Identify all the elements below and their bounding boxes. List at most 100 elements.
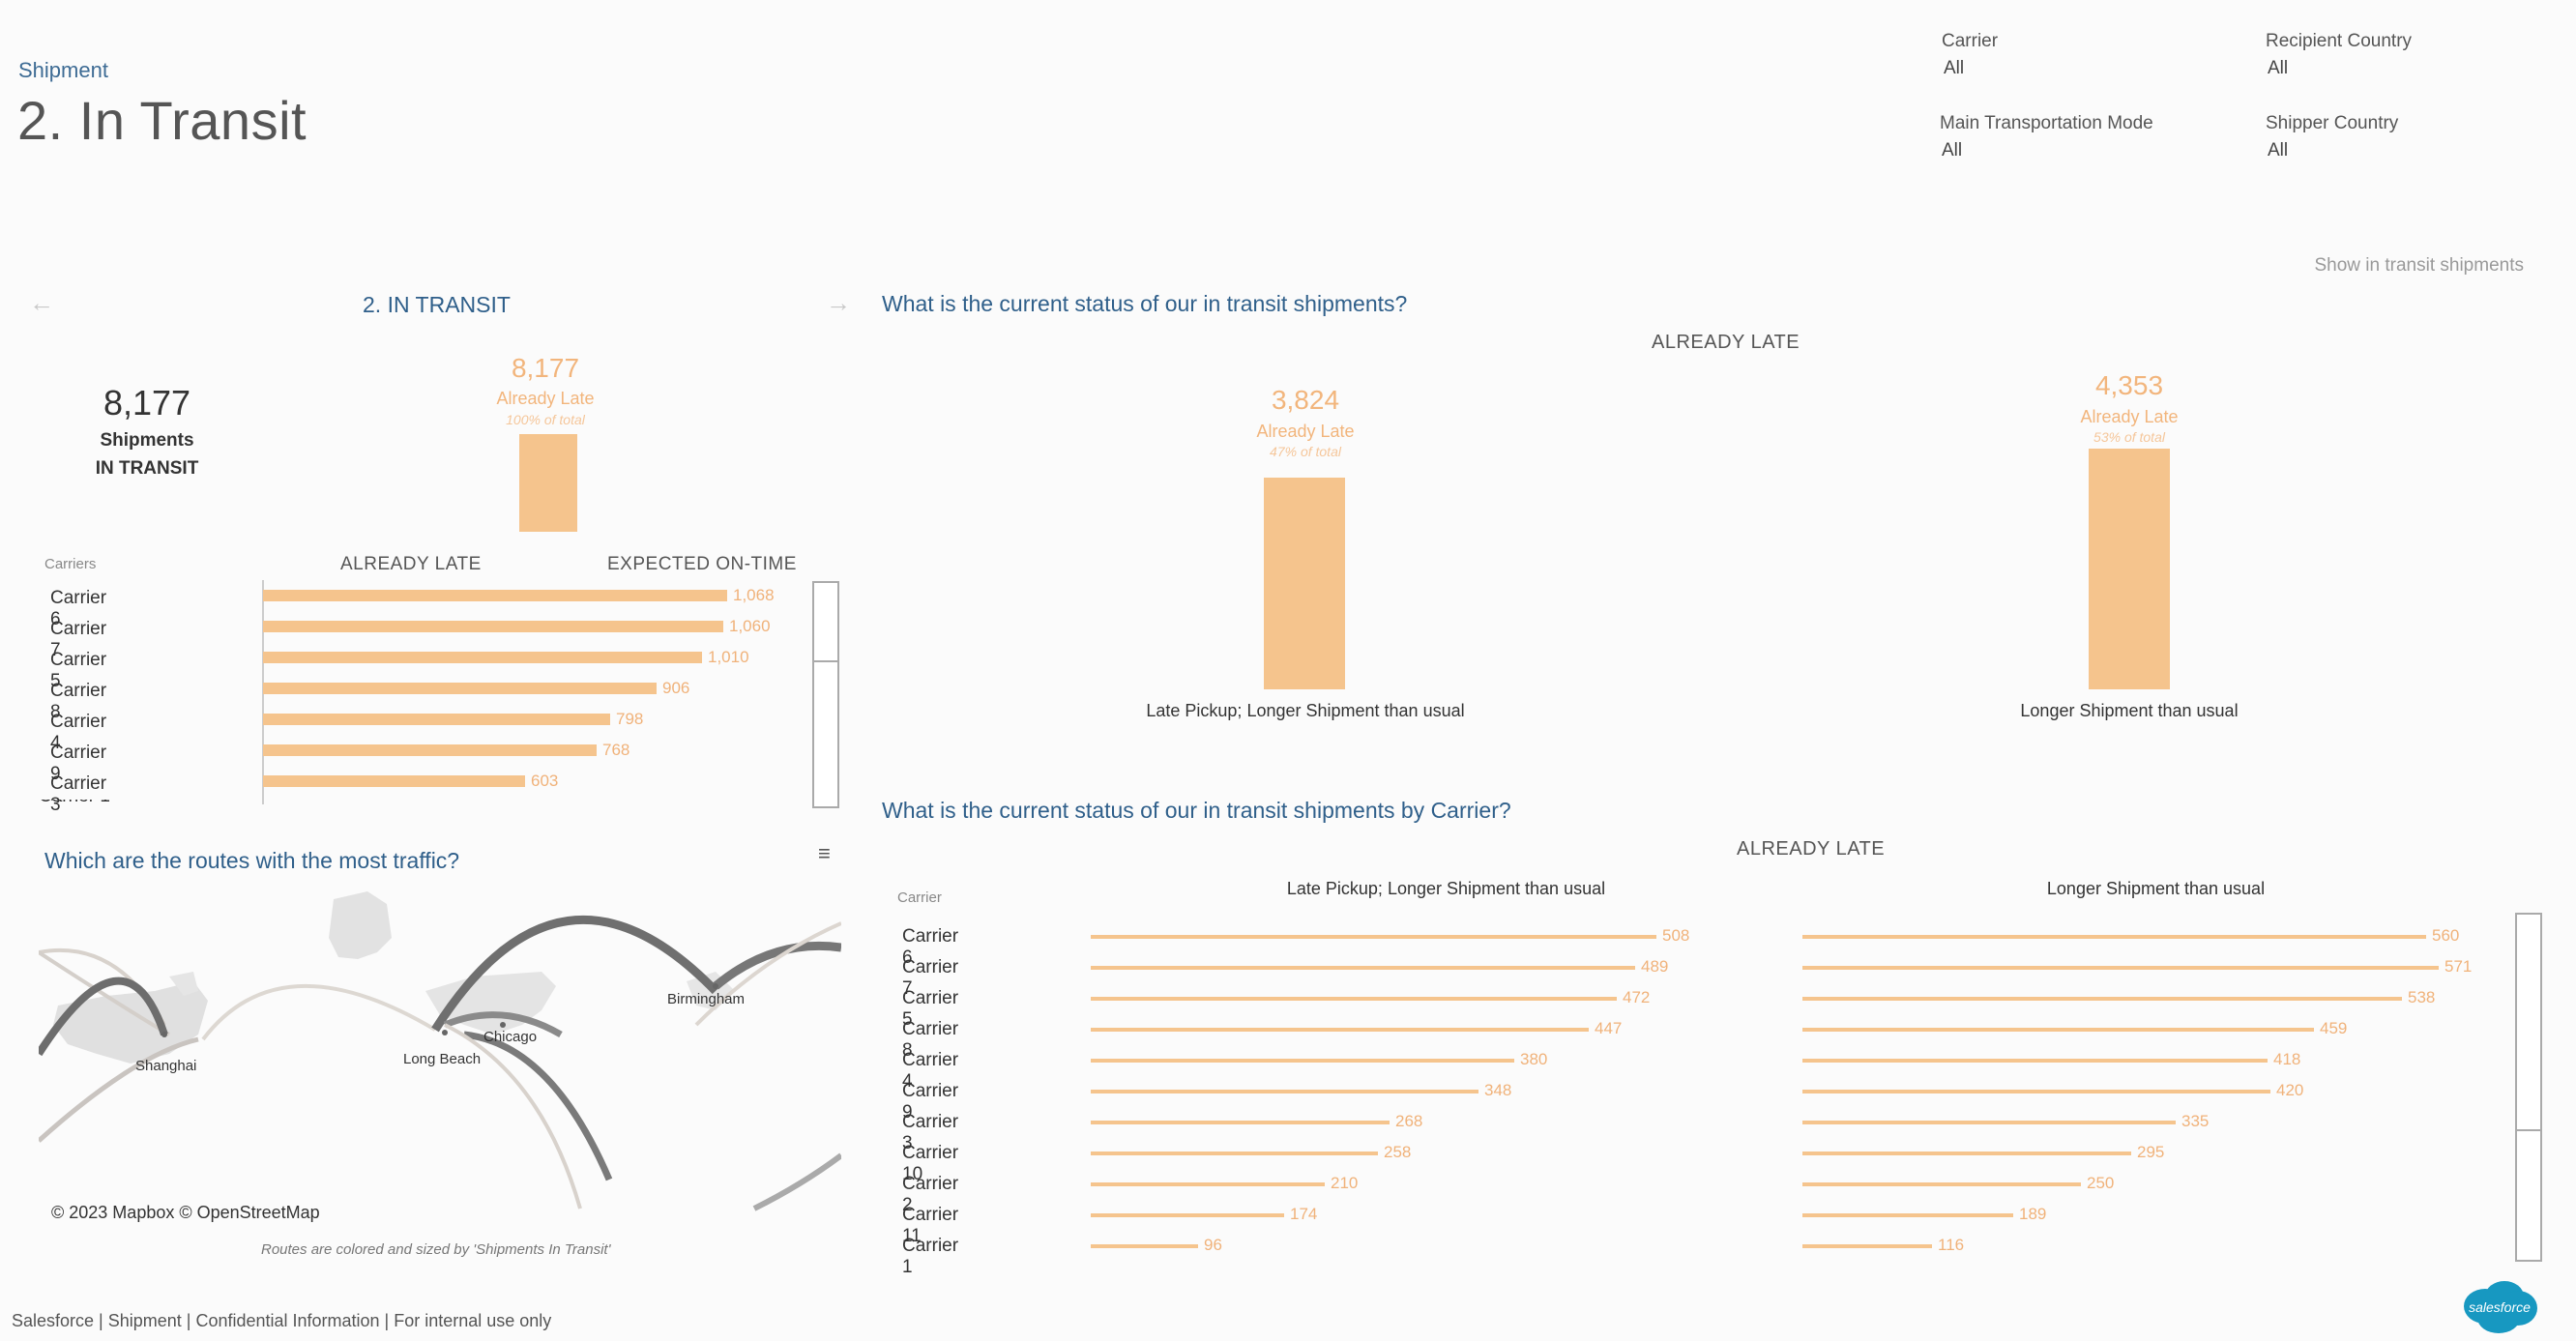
filter-value[interactable]: All bbox=[2268, 140, 2289, 160]
status-carrier-bar[interactable] bbox=[1802, 1182, 2081, 1186]
status-carrier-bar[interactable] bbox=[1802, 1121, 2176, 1124]
carriers-header: Carriers bbox=[44, 556, 97, 572]
status-carrier-bar[interactable] bbox=[1091, 1090, 1478, 1093]
route-line bbox=[713, 941, 841, 990]
map-attribution[interactable]: © 2023 Mapbox © OpenStreetMap bbox=[51, 1203, 320, 1222]
status-carrier-value: 489 bbox=[1641, 957, 1669, 976]
carrier-label: Carrier 4 bbox=[50, 712, 107, 753]
arrow-right-icon[interactable]: → bbox=[826, 288, 851, 317]
status-carrier-value: 96 bbox=[1204, 1236, 1222, 1254]
carrier-label: Carrier 3 bbox=[902, 1112, 959, 1153]
menu-icon[interactable]: ≡ bbox=[818, 841, 831, 865]
kpi-label-line2: IN TRANSIT bbox=[95, 458, 199, 479]
late-label: Already Late bbox=[496, 389, 595, 408]
status-carrier-bar[interactable] bbox=[1091, 1028, 1589, 1032]
by-carrier-header: ALREADY LATE bbox=[1737, 838, 1886, 860]
kpi-label-line1: Shipments bbox=[100, 430, 194, 451]
in-transit-title: 2. IN TRANSIT bbox=[363, 292, 511, 317]
status-carrier-bar[interactable] bbox=[1091, 1059, 1514, 1063]
late-bar[interactable] bbox=[519, 434, 577, 532]
status-carrier-bar[interactable] bbox=[1802, 1028, 2314, 1032]
scroll-thumb[interactable] bbox=[814, 583, 837, 662]
carrier-bar[interactable] bbox=[263, 775, 525, 787]
city-label-shanghai: Shanghai bbox=[135, 1058, 196, 1074]
status-carrier-value: 447 bbox=[1595, 1019, 1623, 1037]
filter-recipient-country[interactable]: Recipient Country All bbox=[2266, 31, 2412, 79]
status-carrier-bar[interactable] bbox=[1802, 935, 2426, 939]
status-carrier-value: 189 bbox=[2019, 1205, 2047, 1223]
footer-text: Salesforce | Shipment | Confidential Inf… bbox=[12, 1311, 552, 1330]
status-carrier-bar[interactable] bbox=[1802, 1090, 2270, 1093]
carrier-bar-value: 1,010 bbox=[708, 648, 749, 666]
filter-shipper-country[interactable]: Shipper Country All bbox=[2266, 113, 2398, 161]
status-title: What is the current status of our in tra… bbox=[882, 291, 1408, 316]
route-line bbox=[431, 916, 719, 1033]
breadcrumb[interactable]: Shipment bbox=[18, 58, 108, 82]
status-carrier-bar[interactable] bbox=[1091, 1182, 1325, 1186]
carrier-bar-value: 1,068 bbox=[733, 586, 775, 604]
status-carrier-value: 420 bbox=[2276, 1081, 2304, 1099]
by-carrier-scrollbar[interactable] bbox=[2515, 913, 2542, 1262]
show-transit-link[interactable]: Show in transit shipments bbox=[2314, 255, 2525, 276]
status-carrier-bar[interactable] bbox=[1091, 997, 1617, 1001]
carrier-label: Carrier 8 bbox=[50, 681, 107, 722]
status-carrier-bar[interactable] bbox=[1802, 1213, 2013, 1217]
route-line bbox=[694, 921, 841, 1027]
filter-label: Shipper Country bbox=[2266, 113, 2399, 133]
city-dot bbox=[161, 1032, 167, 1037]
carrier-bar[interactable] bbox=[263, 714, 610, 725]
status-carrier-bar[interactable] bbox=[1091, 1152, 1378, 1155]
filter-value[interactable]: All bbox=[2268, 58, 2289, 78]
city-dot bbox=[442, 1030, 448, 1035]
carrier-bar[interactable] bbox=[263, 652, 702, 663]
carrier-bar[interactable] bbox=[263, 590, 727, 601]
carrier-bar[interactable] bbox=[263, 744, 597, 756]
status-bar[interactable] bbox=[1264, 478, 1345, 689]
carrier-bar[interactable] bbox=[263, 621, 723, 632]
carrier-bar[interactable] bbox=[263, 683, 657, 694]
map-caption: Routes are colored and sized by 'Shipmen… bbox=[261, 1241, 611, 1258]
filter-carrier[interactable]: Carrier All bbox=[1942, 31, 1998, 79]
filter-label: Main Transportation Mode bbox=[1940, 113, 2153, 133]
status-carrier-bar[interactable] bbox=[1802, 1059, 2268, 1063]
filter-transport-mode[interactable]: Main Transportation Mode All bbox=[1940, 113, 2153, 161]
filter-value[interactable]: All bbox=[1942, 140, 1963, 160]
status-carrier-bar[interactable] bbox=[1091, 966, 1635, 970]
status-bar[interactable] bbox=[2089, 449, 2170, 689]
carrier-scrollbar[interactable] bbox=[812, 581, 839, 808]
filter-value[interactable]: All bbox=[1944, 58, 1965, 78]
carrier-label: Carrier 2 bbox=[902, 1174, 959, 1215]
status-pct: 53% of total bbox=[2093, 429, 2165, 445]
status-carrier-value: 295 bbox=[2137, 1143, 2165, 1161]
status-carrier-bar[interactable] bbox=[1802, 1244, 1932, 1248]
route-map[interactable]: Shanghai Long Beach Chicago Birmingham bbox=[39, 880, 841, 1216]
late-pct: 100% of total bbox=[506, 412, 585, 427]
status-value: 3,824 bbox=[1271, 385, 1340, 415]
scroll-thumb[interactable] bbox=[2517, 915, 2540, 1131]
status-carrier-value: 348 bbox=[1484, 1081, 1512, 1099]
carrier-label: Carrier 8 bbox=[902, 1019, 959, 1061]
arrow-left-icon[interactable]: ← bbox=[29, 288, 54, 317]
status-carrier-bar[interactable] bbox=[1091, 935, 1656, 939]
status-carrier-bar[interactable] bbox=[1091, 1121, 1390, 1124]
status-carrier-bar[interactable] bbox=[1802, 1152, 2131, 1155]
carrier-label: Carrier 5 bbox=[902, 988, 959, 1030]
col-expected-ontime: EXPECTED ON-TIME bbox=[607, 554, 797, 574]
carrier-bar-value: 1,060 bbox=[729, 617, 771, 635]
filter-label: Carrier bbox=[1942, 31, 1999, 51]
status-carrier-bar[interactable] bbox=[1091, 1213, 1284, 1217]
kpi-label: Shipments IN TRANSIT bbox=[60, 426, 234, 482]
status-carrier-bar[interactable] bbox=[1802, 966, 2439, 970]
carrier-label: Carrier 7 bbox=[902, 957, 959, 999]
page-title: 2. In Transit bbox=[17, 90, 307, 151]
status-carrier-value: 508 bbox=[1662, 926, 1690, 945]
status-carrier-value: 472 bbox=[1623, 988, 1651, 1006]
route-line bbox=[201, 984, 437, 1041]
status-carrier-bar[interactable] bbox=[1091, 1244, 1198, 1248]
status-carrier-value: 116 bbox=[1938, 1236, 1965, 1254]
by-carrier-title: What is the current status of our in tra… bbox=[882, 798, 1511, 823]
city-label-chicago: Chicago bbox=[483, 1029, 537, 1045]
status-carrier-value: 560 bbox=[2432, 926, 2460, 945]
route-line bbox=[39, 1036, 199, 1143]
status-carrier-bar[interactable] bbox=[1802, 997, 2402, 1001]
